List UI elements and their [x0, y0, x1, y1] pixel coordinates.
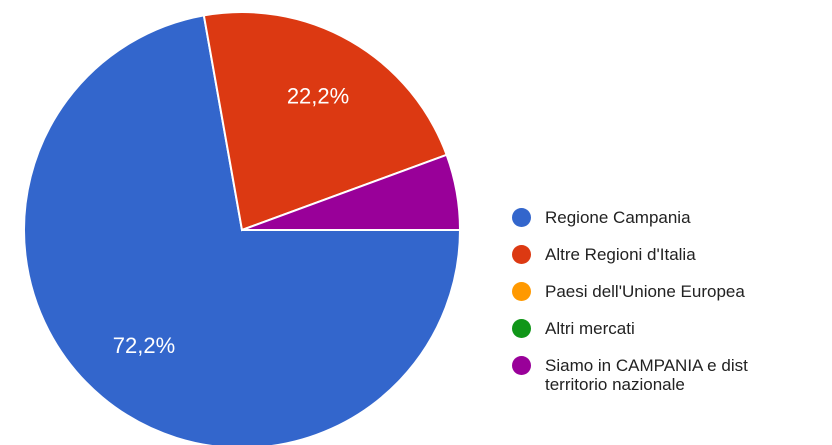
legend-item: Paesi dell'Unione Europea	[512, 282, 752, 301]
legend-label: Siamo in CAMPANIA e dist territorio nazi…	[545, 356, 748, 394]
legend-label: Paesi dell'Unione Europea	[545, 282, 745, 301]
legend-item: Altri mercati	[512, 319, 752, 338]
legend-label: Regione Campania	[545, 208, 691, 227]
legend-label: Altri mercati	[545, 319, 635, 338]
legend-swatch	[512, 319, 531, 338]
legend-item: Regione Campania	[512, 208, 752, 227]
slice-label: 72,2%	[113, 333, 175, 358]
legend-swatch	[512, 245, 531, 264]
legend-item: Altre Regioni d'Italia	[512, 245, 752, 264]
pie-slice	[202, 11, 448, 232]
legend-label: Altre Regioni d'Italia	[545, 245, 696, 264]
slice-label: 22,2%	[287, 83, 349, 108]
legend-swatch	[512, 282, 531, 301]
pie-slice	[241, 153, 462, 231]
legend-swatch	[512, 356, 531, 375]
legend-item: Siamo in CAMPANIA e dist territorio nazi…	[512, 356, 752, 394]
legend-swatch	[512, 208, 531, 227]
legend: Regione Campania Altre Regioni d'Italia Pa…	[512, 208, 752, 412]
